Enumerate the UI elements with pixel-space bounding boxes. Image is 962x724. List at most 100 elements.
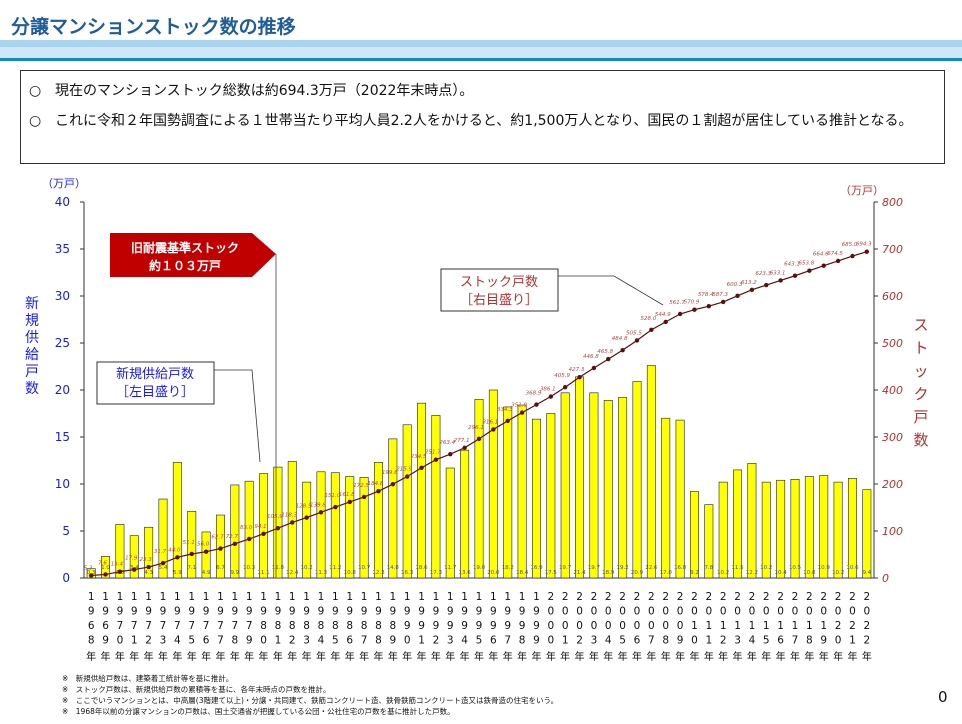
earthquake-callout-line1: 旧耐震基準ストック (131, 240, 239, 255)
supply-bar-label: 10.2 (760, 565, 772, 571)
supply-bar-label: 18.4 (516, 570, 529, 576)
year-digit: 7 (203, 620, 210, 632)
supply-bar-label: 11.5 (731, 565, 744, 571)
supply-bar (675, 419, 685, 579)
stock-point-label: 83.0 (240, 525, 253, 531)
year-digit: 9 (375, 606, 382, 618)
year-digit: 9 (260, 606, 267, 618)
year-digit: 1 (389, 591, 396, 603)
year-suffix: 年 (402, 650, 412, 663)
year-digit: 2 (576, 591, 583, 603)
stock-point-label: 544.9 (655, 312, 671, 318)
supply-callout-box (96, 361, 215, 405)
stock-point-label: 94.1 (254, 524, 266, 530)
year-digit: 2 (433, 635, 440, 647)
year-suffix: 年 (101, 650, 111, 663)
supply-bar-label: 10.8 (803, 570, 816, 576)
supply-bar-label: 16.3 (401, 570, 414, 576)
supply-bar-label: 17.5 (545, 570, 558, 576)
supply-bar (172, 462, 182, 579)
year-digit: 1 (447, 591, 454, 603)
supply-bar-label: 11.3 (315, 570, 328, 576)
year-digit: 1 (490, 591, 497, 603)
year-suffix: 年 (546, 650, 556, 663)
stock-point (117, 569, 123, 574)
stock-point-label: 685.0 (842, 242, 858, 248)
stock-point (548, 394, 554, 399)
year-digit: 0 (260, 635, 267, 647)
left-tick-label: 15 (55, 430, 70, 444)
year-digit: 2 (777, 591, 784, 603)
stock-point-label: 643.1 (784, 262, 800, 268)
header-band-light (0, 40, 962, 47)
supply-bar-label: 20.9 (631, 570, 644, 576)
stock-point-label: 427.3 (569, 367, 585, 373)
supply-bar-label: 10.8 (344, 570, 357, 576)
supply-bar-label: 10.2 (301, 565, 313, 571)
year-digit: 1 (418, 635, 425, 647)
year-digit: 8 (260, 620, 267, 632)
supply-bar (230, 484, 240, 579)
left-axis-title-char: 規 (25, 313, 39, 329)
year-digit: 6 (102, 620, 109, 632)
year-suffix: 年 (589, 650, 599, 663)
left-axis-title-char: 数 (25, 381, 39, 397)
stock-point-label: 694.3 (856, 242, 872, 248)
stock-point (778, 278, 783, 283)
supply-bar (546, 413, 556, 579)
year-suffix: 年 (244, 650, 254, 663)
year-digit: 9 (433, 606, 440, 618)
stock-point (246, 536, 252, 542)
stock-point-label: 351.9 (511, 403, 527, 409)
supply-bar-label: 12.4 (286, 570, 299, 576)
year-digit: 0 (591, 606, 598, 618)
supply-bar-label: 20.0 (487, 570, 500, 576)
year-digit: 1 (361, 591, 368, 603)
year-suffix: 年 (503, 650, 513, 663)
year-digit: 2 (734, 591, 741, 603)
header: 分譲マンションストック数の推移 (0, 0, 962, 40)
year-digit: 9 (88, 606, 95, 618)
year-digit: 1 (117, 591, 124, 603)
year-digit: 1 (763, 620, 770, 632)
year-digit: 9 (490, 606, 497, 618)
year-suffix: 年 (115, 650, 125, 663)
year-digit: 0 (547, 635, 554, 647)
year-digit: 1 (705, 635, 712, 647)
supply-bar-label: 19.0 (473, 565, 486, 571)
stock-chart: 0510152025303540010020030040050060070080… (25, 177, 929, 663)
stock-point (821, 263, 826, 268)
left-tick-label: 40 (55, 195, 70, 209)
stock-point (361, 494, 367, 500)
supply-bar-label: 19.7 (588, 565, 601, 571)
stock-point-label: 561.7 (669, 300, 685, 306)
year-digit: 2 (820, 591, 827, 603)
year-digit: 1 (160, 591, 167, 603)
left-tick-label: 35 (55, 242, 70, 256)
year-suffix: 年 (689, 650, 699, 663)
supply-bar-label: 16.8 (674, 565, 687, 571)
year-digit: 2 (619, 591, 626, 603)
stock-point (318, 510, 324, 515)
year-digit: 4 (461, 635, 468, 647)
right-tick-label: 600 (882, 290, 903, 303)
year-suffix: 年 (531, 650, 541, 663)
year-digit: 9 (303, 606, 310, 618)
stock-point-label: 128.5 (296, 504, 312, 510)
supply-bar (560, 392, 570, 579)
stock-point-label: 623.3 (755, 271, 771, 277)
supply-bar-label: 10.2 (832, 570, 844, 576)
stock-point-label: 296.1 (468, 425, 484, 431)
year-digit: 7 (361, 635, 368, 647)
stock-point (404, 474, 410, 479)
year-suffix: 年 (86, 650, 96, 663)
year-digit: 0 (705, 606, 712, 618)
year-digit: 1 (476, 591, 483, 603)
supply-bar (158, 498, 168, 579)
supply-bar-label: 10.4 (775, 570, 788, 576)
right-tick-label: 300 (882, 431, 903, 444)
supply-bar (187, 510, 197, 579)
year-digit: 7 (648, 635, 655, 647)
year-digit: 2 (705, 591, 712, 603)
year-digit: 7 (117, 620, 124, 632)
